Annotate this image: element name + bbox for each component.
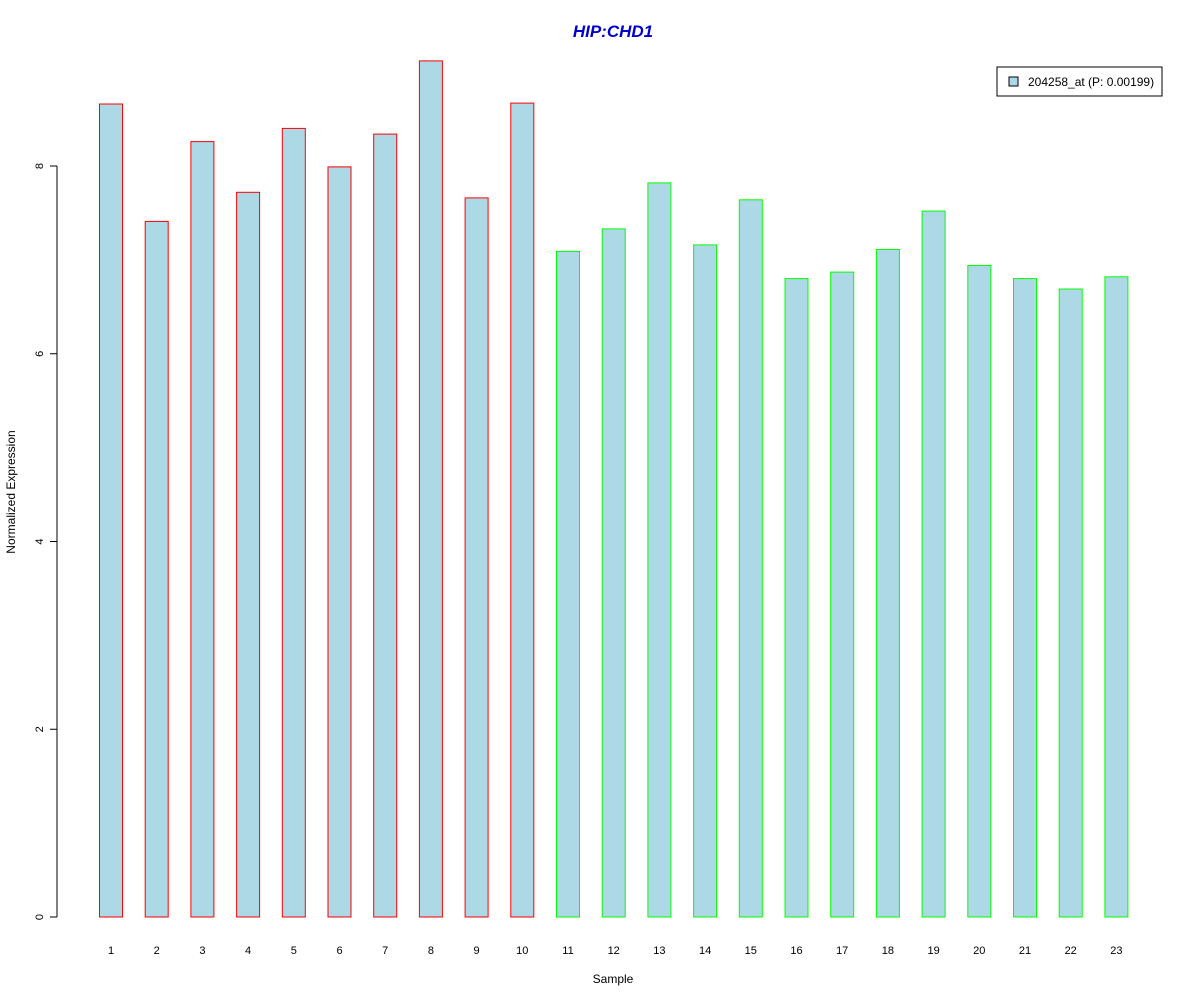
bar-sample-17 bbox=[830, 271, 855, 918]
x-tick-label: 4 bbox=[245, 945, 251, 957]
bar-sample-11 bbox=[556, 250, 580, 918]
bar-sample-9 bbox=[464, 197, 489, 918]
y-tick-label: 4 bbox=[34, 538, 46, 544]
bar-sample-15 bbox=[738, 199, 763, 918]
x-axis-label: Sample bbox=[593, 972, 634, 986]
bar-sample-13 bbox=[647, 182, 672, 918]
x-tick-label: 22 bbox=[1065, 945, 1077, 957]
bar-sample-19 bbox=[921, 210, 946, 918]
bar-sample-10 bbox=[510, 102, 535, 918]
x-tick-label: 6 bbox=[336, 945, 342, 957]
y-tick-label: 8 bbox=[34, 163, 46, 169]
x-tick-label: 20 bbox=[973, 945, 985, 957]
x-tick-labels: 1 2 3 4 5 6 7 8 9 10 11 12 13 14 15 16 17 18 19 20 21 22 23 bbox=[108, 945, 1123, 957]
x-tick-label: 18 bbox=[882, 945, 894, 957]
y-axis-label: Normalized Expression bbox=[4, 430, 18, 553]
bar-sample-3 bbox=[190, 141, 215, 918]
y-tick-group: 0 2 4 6 8 bbox=[34, 163, 57, 920]
bar-sample-2 bbox=[144, 220, 169, 918]
x-tick-label: 16 bbox=[790, 945, 802, 957]
bar-sample-23 bbox=[1104, 276, 1129, 918]
chart-title: HIP:CHD1 bbox=[573, 22, 653, 41]
bar-sample-21 bbox=[1013, 278, 1037, 918]
bar-sample-22 bbox=[1058, 288, 1083, 918]
bar-sample-4 bbox=[236, 191, 261, 918]
x-tick-label: 3 bbox=[199, 945, 205, 957]
bar-sample-8 bbox=[418, 60, 443, 918]
bar-sample-5 bbox=[281, 127, 306, 918]
bar-sample-1 bbox=[99, 103, 123, 918]
x-tick-label: 19 bbox=[927, 945, 939, 957]
bars-group bbox=[99, 60, 1129, 918]
y-tick-label: 0 bbox=[34, 914, 46, 920]
x-tick-label: 8 bbox=[428, 945, 434, 957]
bar-sample-20 bbox=[967, 265, 992, 918]
x-tick-label: 12 bbox=[608, 945, 620, 957]
x-tick-label: 10 bbox=[516, 945, 528, 957]
bar-sample-6 bbox=[327, 166, 352, 918]
x-tick-label: 14 bbox=[699, 945, 711, 957]
y-tick-label: 6 bbox=[34, 351, 46, 357]
x-tick-label: 2 bbox=[154, 945, 160, 957]
x-tick-label: 7 bbox=[382, 945, 388, 957]
legend-label: 204258_at (P: 0.00199) bbox=[1028, 75, 1154, 89]
legend-box bbox=[996, 66, 1163, 97]
bar-sample-12 bbox=[601, 228, 626, 918]
legend-swatch bbox=[1008, 76, 1019, 87]
x-tick-label: 9 bbox=[474, 945, 480, 957]
legend: 204258_at (P: 0.00199) bbox=[996, 66, 1163, 97]
bar-sample-14 bbox=[693, 244, 718, 918]
x-tick-label: 13 bbox=[653, 945, 665, 957]
x-tick-label: 15 bbox=[745, 945, 757, 957]
x-tick-label: 21 bbox=[1019, 945, 1031, 957]
x-tick-label: 17 bbox=[836, 945, 848, 957]
bar-sample-18 bbox=[875, 249, 900, 918]
x-tick-label: 11 bbox=[562, 945, 573, 957]
x-tick-label: 1 bbox=[108, 945, 114, 957]
x-tick-label: 5 bbox=[291, 945, 297, 957]
bar-sample-7 bbox=[373, 133, 398, 918]
x-tick-label: 23 bbox=[1110, 945, 1122, 957]
y-tick-label: 2 bbox=[34, 726, 46, 732]
bar-sample-16 bbox=[784, 278, 809, 918]
